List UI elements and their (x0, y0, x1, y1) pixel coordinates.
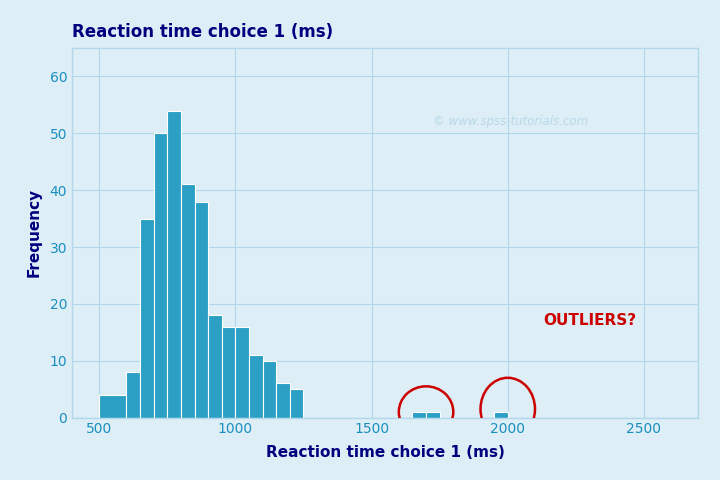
Bar (222, 326, 235, 418)
Bar (208, 315, 222, 418)
Bar (263, 361, 276, 418)
Bar (127, 372, 140, 418)
Bar (413, 412, 426, 418)
Bar (276, 384, 290, 418)
Bar (235, 326, 249, 418)
Text: Reaction time choice 1 (ms): Reaction time choice 1 (ms) (72, 23, 333, 41)
Bar (426, 412, 440, 418)
Bar (140, 218, 153, 418)
Text: © www.spss-tutorials.com: © www.spss-tutorials.com (433, 115, 588, 129)
Bar (153, 133, 167, 418)
Text: OUTLIERS?: OUTLIERS? (543, 313, 636, 328)
Bar (494, 412, 508, 418)
X-axis label: Reaction time choice 1 (ms): Reaction time choice 1 (ms) (266, 445, 505, 460)
Y-axis label: Frequency: Frequency (26, 188, 41, 277)
Bar (194, 202, 208, 418)
Bar (249, 355, 263, 418)
Bar (167, 110, 181, 418)
Bar (181, 184, 194, 418)
Bar (99, 395, 127, 418)
Bar (290, 389, 304, 418)
